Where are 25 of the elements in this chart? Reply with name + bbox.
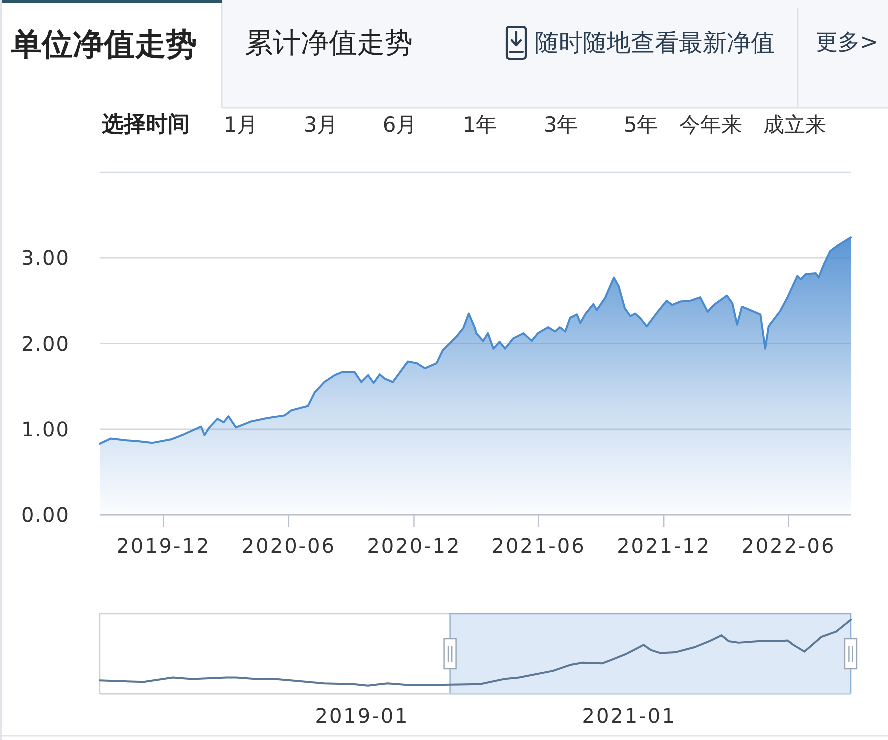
text: 1月 [224,113,258,137]
text: 随时随地查看最新净值 [535,29,775,57]
text: 1年 [462,113,498,137]
x-tick-label: 2021-12 [617,534,712,558]
x-tick-label: 2021-01 [582,704,676,728]
text: 5年 [624,113,658,137]
text: 累计净值走势 [245,26,413,60]
x-tick-label: 2019-12 [116,534,211,558]
x-tick-label: 2020-12 [367,534,462,558]
x-tick-label: 2022-06 [742,534,836,558]
x-tick-label: 2019-01 [315,704,410,728]
text: 3年 [544,113,578,137]
text: 选择时间 [101,112,190,138]
y-tick-label: 0.00 [21,503,70,527]
y-tick-label: 1.00 [21,417,70,442]
y-tick-label: 2.00 [21,332,70,356]
x-tick-label: 2020-06 [242,534,336,558]
text: 成立来 [764,113,826,137]
chart-title: 单位净值走势 [10,27,197,63]
x-tick-label: 2021-06 [492,534,586,558]
text: 3月 [304,113,338,137]
text: 6月 [382,113,418,137]
y-tick-label: 3.00 [21,246,70,270]
text: 更多> [816,30,878,56]
text: 今年来 [680,113,742,137]
